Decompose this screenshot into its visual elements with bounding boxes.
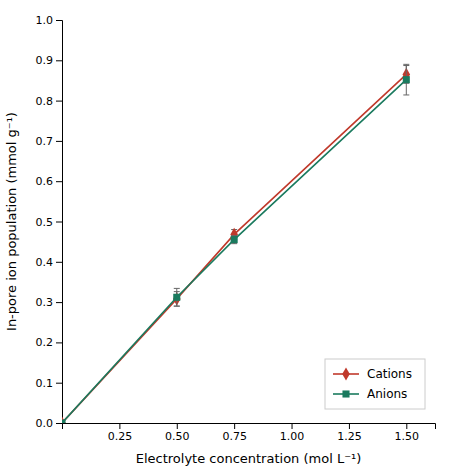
tick: 0.50	[165, 423, 190, 443]
tick: 0.6	[36, 175, 63, 188]
error-bar-cap	[231, 235, 237, 236]
tick-mark	[119, 423, 120, 429]
tick-mark	[234, 423, 235, 429]
chart: 0.250.500.751.001.251.500.00.10.20.30.40…	[0, 0, 457, 475]
tick-mark	[56, 262, 62, 263]
error-bar	[403, 64, 409, 95]
tick-mark	[56, 342, 62, 343]
tick: 0.9	[36, 54, 63, 67]
tick-mark	[406, 423, 407, 429]
tick-label: 0.50	[165, 430, 190, 443]
tick-label: 0.75	[222, 430, 247, 443]
error-bar-cap	[231, 243, 237, 244]
tick: 0.2	[36, 336, 63, 349]
y-axis: 0.0 0.1 0.2 0.3 0.4 0.5 0.6 0.7 0.8 0.9 1.0	[36, 14, 63, 430]
tick-label: 0.2	[36, 336, 54, 349]
error-bar-cap	[174, 306, 180, 307]
tick: 0.4	[36, 256, 63, 269]
tick-label: 0.5	[36, 216, 54, 229]
tick-label: 1.25	[337, 430, 362, 443]
tick-mark	[56, 222, 62, 223]
tick-label: 0.25	[108, 430, 133, 443]
point	[231, 236, 238, 243]
tick: 0.0	[36, 417, 63, 430]
x-axis-title: Electrolyte concentration (mol L⁻¹)	[136, 451, 362, 466]
point	[62, 416, 66, 423]
tick-label: 0.4	[36, 256, 54, 269]
tick-label: 0.8	[36, 95, 54, 108]
tick-label: 0.0	[36, 417, 54, 430]
tick: 1.50	[395, 423, 420, 443]
tick: 0.8	[36, 95, 63, 108]
tick-mark	[56, 101, 62, 102]
tick-mark	[177, 423, 178, 429]
tick-mark	[292, 423, 293, 429]
error-bar-cap	[403, 94, 409, 95]
tick: 1.00	[280, 423, 305, 443]
tick-label: 0.1	[36, 377, 54, 390]
error-bar-cap	[403, 64, 409, 65]
legend-label: Anions	[367, 387, 407, 401]
tick: 0.75	[222, 423, 247, 443]
legend-item: Anions	[333, 387, 407, 401]
tick-mark	[56, 20, 62, 21]
tick-mark	[56, 60, 62, 61]
tick-label: 0.7	[36, 135, 54, 148]
tick-label: 0.6	[36, 175, 54, 188]
tick: 1.0	[36, 14, 63, 27]
tick: 0.1	[36, 377, 63, 390]
tick-label: 1.0	[36, 14, 54, 27]
tick: 0.5	[36, 216, 63, 229]
legend-item: Cations	[333, 367, 412, 381]
tick-label: 0.3	[36, 296, 54, 309]
x-axis-line	[63, 424, 436, 430]
legend-symbol	[342, 367, 350, 380]
tick-mark	[56, 302, 62, 303]
error-bar-cap	[174, 306, 180, 307]
plot: 0.250.500.751.001.251.500.00.10.20.30.40…	[36, 14, 436, 443]
legend-symbol	[342, 390, 349, 397]
tick-mark	[56, 423, 62, 424]
tick-mark	[56, 383, 62, 384]
tick: 1.25	[337, 423, 362, 443]
legend-label: Cations	[367, 367, 412, 381]
point	[62, 419, 66, 423]
error-bar-cap	[174, 288, 180, 289]
legend: Cations Anions	[325, 359, 425, 409]
tick-mark	[56, 141, 62, 142]
error-bar	[174, 288, 180, 306]
point	[173, 294, 180, 301]
error-bar	[231, 236, 237, 244]
tick-label: 1.00	[280, 430, 305, 443]
tick: 0.3	[36, 296, 63, 309]
tick: 0.25	[108, 423, 133, 443]
point	[403, 76, 410, 83]
x-axis: 0.25 0.50 0.75 1.00 1.25 1.50	[63, 423, 436, 443]
tick-label: 1.50	[395, 430, 420, 443]
tick-mark	[56, 181, 62, 182]
tick-label: 0.9	[36, 54, 54, 67]
tick-mark	[349, 423, 350, 429]
y-axis-title: In-pore ion population (mmol g⁻¹)	[4, 112, 19, 331]
legend-frame	[325, 359, 425, 409]
y-axis-line	[56, 21, 63, 424]
tick: 0.7	[36, 135, 63, 148]
